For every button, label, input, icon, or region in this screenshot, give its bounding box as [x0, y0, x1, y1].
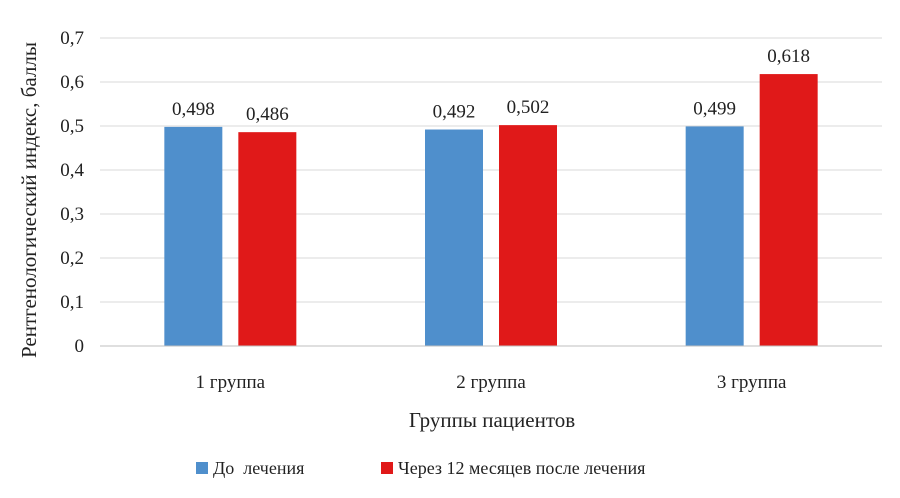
data-label: 0,499: [693, 98, 736, 119]
legend-swatch: [381, 462, 393, 474]
x-axis-title: Группы пациентов: [409, 408, 575, 432]
bars: [164, 74, 818, 347]
bar: [759, 74, 818, 346]
data-label: 0,492: [433, 102, 476, 123]
x-tick-label: 2 группа: [456, 372, 526, 393]
x-tick-label: 3 группа: [717, 372, 787, 393]
data-labels: 0,498 0,486 0,492 0,502 0,499 0,618: [172, 46, 810, 125]
legend-label: Через 12 месяцев после лечения: [398, 458, 645, 478]
y-axis-title: Рентгенологический индекс, баллы: [17, 42, 41, 358]
x-axis-categories: 1 группа 2 группа 3 группа: [196, 372, 787, 393]
bar: [164, 126, 223, 346]
y-tick-label: 0,3: [60, 204, 84, 225]
data-label: 0,502: [507, 97, 550, 118]
bar: [238, 132, 297, 346]
gridlines: [100, 37, 882, 303]
legend: До лечения Через 12 месяцев после лечения: [196, 458, 645, 478]
bar: [499, 125, 557, 347]
legend-swatch: [196, 462, 208, 474]
data-label: 0,618: [767, 46, 810, 67]
bar: [425, 129, 483, 346]
x-tick-label: 1 группа: [196, 372, 266, 393]
y-tick-label: 0,2: [60, 248, 84, 269]
bar: [685, 126, 744, 346]
data-label: 0,498: [172, 99, 215, 120]
y-tick-label: 0,5: [60, 116, 84, 137]
data-label: 0,486: [246, 104, 289, 125]
y-tick-label: 0,7: [60, 28, 84, 49]
legend-label: До лечения: [213, 458, 304, 478]
y-tick-label: 0,4: [60, 160, 84, 181]
y-axis-ticks: 0 0,1 0,2 0,3 0,4 0,5 0,6 0,7: [60, 28, 84, 357]
y-tick-label: 0: [75, 336, 85, 357]
y-tick-label: 0,6: [60, 72, 84, 93]
y-tick-label: 0,1: [60, 292, 84, 313]
